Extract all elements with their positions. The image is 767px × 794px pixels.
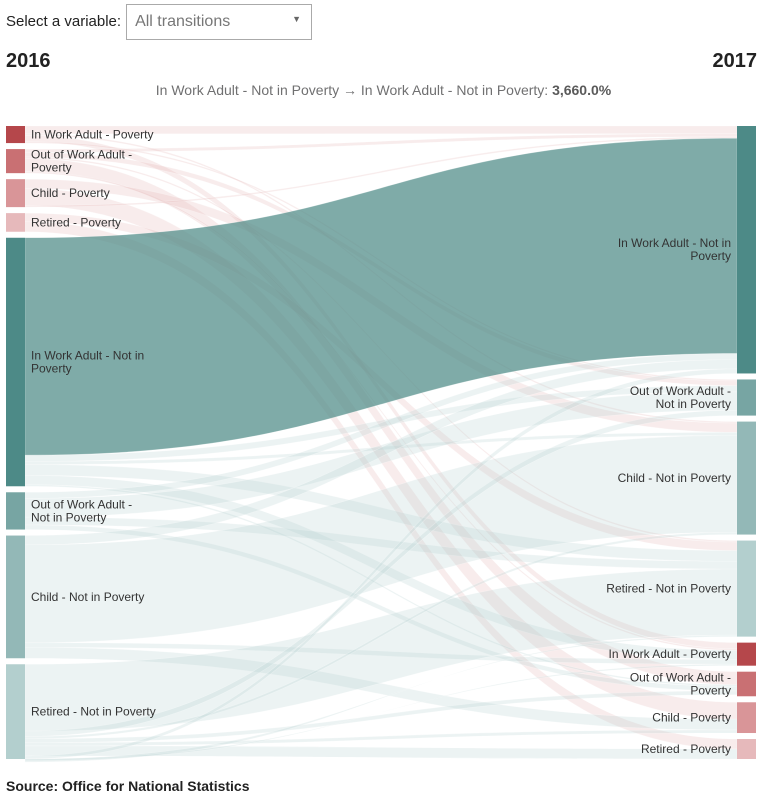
flow-link-L8-R3[interactable] — [24, 531, 738, 740]
node-label-R-R4: Retired - Not in Poverty — [606, 582, 731, 596]
node-L-L3[interactable] — [6, 179, 25, 208]
flow-link-L8-R2[interactable] — [24, 409, 738, 737]
year-left: 2016 — [6, 50, 51, 72]
node-R-R7[interactable] — [737, 702, 756, 734]
year-right: 2017 — [712, 50, 758, 72]
transition-summary: In Work Adult - Not in Poverty → In Work… — [0, 82, 767, 98]
node-label-R-R3: Child - Not in Poverty — [618, 471, 731, 485]
summary-value: 3,660.0% — [552, 82, 612, 98]
select-label: Select a variable: — [6, 13, 122, 30]
node-L-L6[interactable] — [6, 492, 25, 530]
summary-text: In Work Adult - Not in Poverty → In Work… — [155, 82, 549, 98]
node-label-L-L1: In Work Adult - Poverty — [31, 128, 154, 142]
nodes-layer — [6, 126, 756, 759]
node-L-L7[interactable] — [6, 535, 25, 659]
node-L-L4[interactable] — [6, 213, 25, 232]
node-L-L1[interactable] — [6, 126, 25, 144]
node-label-L-L4: Retired - Poverty — [31, 215, 121, 229]
chevron-down-icon: ▼ — [292, 13, 302, 24]
node-label-R-R8: Retired - Poverty — [641, 742, 731, 756]
node-R-R2[interactable] — [737, 379, 756, 416]
node-label-R-R2: Out of Work Adult -Not in Poverty — [630, 384, 731, 411]
node-label-L-L2: Out of Work Adult -Poverty — [31, 148, 132, 175]
node-R-R5[interactable] — [737, 642, 756, 666]
node-label-R-R7: Child - Poverty — [652, 711, 731, 725]
node-R-R6[interactable] — [737, 671, 756, 697]
links-layer — [24, 125, 738, 763]
node-label-L-L3: Child - Poverty — [31, 186, 110, 200]
variable-select[interactable]: All transitions ▼ — [126, 3, 313, 40]
node-L-L8[interactable] — [6, 664, 25, 759]
labels-layer: In Work Adult - Poverty Out of Work Adult… — [31, 128, 731, 756]
node-L-L5[interactable] — [6, 237, 25, 487]
node-L-L2[interactable] — [6, 149, 25, 174]
flow-link-L8-R1[interactable] — [24, 368, 738, 760]
node-label-R-R5: In Work Adult - Poverty — [609, 647, 732, 661]
node-R-R8[interactable] — [737, 739, 756, 759]
node-label-L-L7: Child - Not in Poverty — [31, 590, 144, 604]
select-value: All transitions — [135, 12, 231, 30]
node-label-R-R1: In Work Adult - Not in Poverty — [618, 236, 731, 263]
node-R-R4[interactable] — [737, 540, 756, 637]
node-label-L-L5: In Work Adult - Not in Poverty — [31, 349, 144, 376]
node-label-L-L8: Retired - Not in Poverty — [31, 705, 156, 719]
node-label-L-L6: Out of Work Adult -Not in Poverty — [31, 497, 132, 524]
source-note: Source: Office for National Statistics — [6, 778, 250, 794]
node-R-R3[interactable] — [737, 421, 756, 535]
node-label-R-R6: Out of Work Adult -Poverty — [630, 670, 731, 697]
variable-control: Select a variable: All transitions ▼ — [6, 3, 313, 40]
node-R-R1[interactable] — [737, 126, 756, 374]
